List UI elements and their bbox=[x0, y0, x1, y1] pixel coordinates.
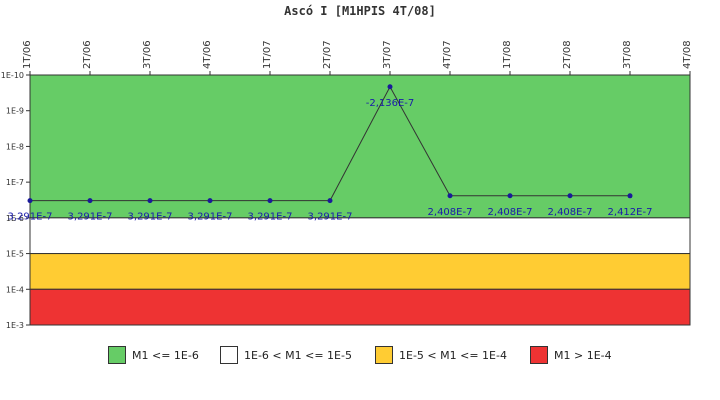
y-tick-label: 1E-9 bbox=[6, 107, 24, 116]
data-point bbox=[267, 198, 273, 204]
x-tick-label: 2T/06 bbox=[82, 40, 93, 69]
data-point bbox=[447, 193, 453, 199]
legend-label: M1 <= 1E-6 bbox=[132, 348, 199, 362]
data-point bbox=[567, 193, 573, 199]
data-label: 3,291E-7 bbox=[308, 212, 353, 223]
y-tick-label: 1E-5 bbox=[6, 250, 24, 259]
x-tick-label: 1T/07 bbox=[262, 40, 273, 69]
data-label: 3,291E-7 bbox=[68, 212, 113, 223]
legend-swatch bbox=[530, 346, 548, 364]
x-tick-label: 2T/07 bbox=[322, 40, 333, 69]
y-tick-label: 1E-3 bbox=[6, 321, 24, 330]
y-tick-label: 1E-10 bbox=[1, 71, 24, 80]
x-tick-label: 3T/06 bbox=[142, 40, 153, 69]
legend-swatch bbox=[108, 346, 126, 364]
x-tick-label: 1T/06 bbox=[22, 40, 33, 69]
data-label: 3,291E-7 bbox=[188, 212, 233, 223]
legend-label: 1E-6 < M1 <= 1E-5 bbox=[244, 348, 352, 362]
y-tick-label: 1E-4 bbox=[6, 285, 24, 294]
legend-item: 1E-6 < M1 <= 1E-5 bbox=[220, 344, 352, 366]
x-tick-label: 4T/07 bbox=[442, 40, 453, 69]
data-label: 2,412E-7 bbox=[608, 207, 653, 218]
data-label: -2,136E-7 bbox=[366, 98, 415, 109]
band-2 bbox=[29, 253, 691, 290]
y-tick-label: 1E-8 bbox=[6, 142, 24, 151]
data-point bbox=[327, 198, 333, 204]
data-point bbox=[387, 84, 393, 90]
chart: 1E-10 1E-9 1E-8 1E-7 1E-6 1E-5 1E-4 1E-3 1T/06 2T… bbox=[1, 40, 693, 330]
data-point bbox=[87, 198, 93, 204]
legend-item: M1 <= 1E-6 bbox=[108, 344, 199, 366]
data-label: 3,291E-7 bbox=[8, 212, 53, 223]
chart-title: Ascó I [M1HPIS 4T/08] bbox=[284, 4, 436, 18]
data-point bbox=[27, 198, 33, 204]
data-label: 2,408E-7 bbox=[548, 207, 593, 218]
legend-swatch bbox=[220, 346, 238, 364]
data-label: 2,408E-7 bbox=[488, 207, 533, 218]
data-point bbox=[207, 198, 213, 204]
x-tick-label: 4T/08 bbox=[682, 40, 693, 69]
legend-item: 1E-5 < M1 <= 1E-4 bbox=[375, 344, 507, 366]
legend-item: M1 > 1E-4 bbox=[530, 344, 612, 366]
y-tick-label: 1E-7 bbox=[6, 178, 24, 187]
legend-label: M1 > 1E-4 bbox=[554, 348, 612, 362]
y-tick-label: 1E-6 bbox=[6, 214, 24, 223]
data-label: 3,291E-7 bbox=[128, 212, 173, 223]
x-tick-label: 3T/07 bbox=[382, 40, 393, 69]
legend: M1 <= 1E-6 1E-6 < M1 <= 1E-5 1E-5 < M1 <= … bbox=[0, 344, 720, 368]
legend-label: 1E-5 < M1 <= 1E-4 bbox=[399, 348, 507, 362]
data-point bbox=[627, 193, 633, 199]
data-label: 2,408E-7 bbox=[428, 207, 473, 218]
x-tick-label: 4T/06 bbox=[202, 40, 213, 69]
data-point bbox=[507, 193, 513, 199]
x-tick-label: 1T/08 bbox=[502, 40, 513, 69]
x-tick-label: 3T/08 bbox=[622, 40, 633, 69]
band-3 bbox=[29, 288, 691, 326]
data-point bbox=[147, 198, 153, 204]
legend-swatch bbox=[375, 346, 393, 364]
band-1 bbox=[29, 217, 691, 255]
data-label: 3,291E-7 bbox=[248, 212, 293, 223]
x-tick-label: 2T/08 bbox=[562, 40, 573, 69]
band-0 bbox=[29, 74, 691, 219]
